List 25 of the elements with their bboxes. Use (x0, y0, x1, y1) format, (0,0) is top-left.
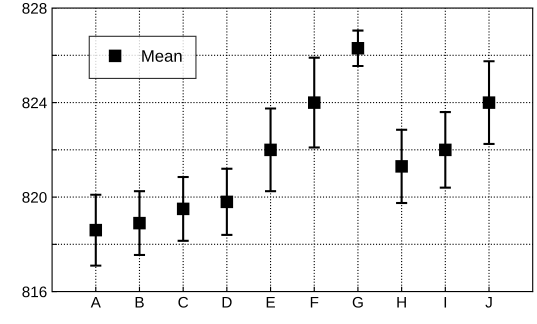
point (220, 196, 234, 208)
y-tick-label: 820 (22, 192, 47, 203)
point (439, 144, 452, 156)
y-tick-label: 816 (22, 286, 47, 298)
y-tick-label: 824 (22, 97, 47, 108)
point (176, 202, 190, 216)
x-tick-label: F (310, 297, 318, 308)
x-tick-label: D (222, 297, 232, 308)
point (308, 96, 320, 109)
x-tick-label: A (90, 297, 101, 308)
point (133, 216, 146, 230)
x-tick-label: E (266, 297, 275, 308)
point (482, 96, 496, 109)
x-tick-label: J (485, 297, 492, 308)
x-tick-label: H (397, 297, 406, 308)
point (395, 160, 408, 173)
point (352, 42, 364, 55)
legend-label: Mean (142, 50, 182, 62)
x-tick-label: G (352, 296, 363, 308)
x-tick-label: C (178, 296, 188, 308)
point (90, 224, 102, 236)
x-tick-label: B (136, 297, 144, 308)
y-tick-label: 828 (22, 2, 47, 14)
point (264, 144, 277, 156)
x-tick-label: I (444, 297, 446, 308)
